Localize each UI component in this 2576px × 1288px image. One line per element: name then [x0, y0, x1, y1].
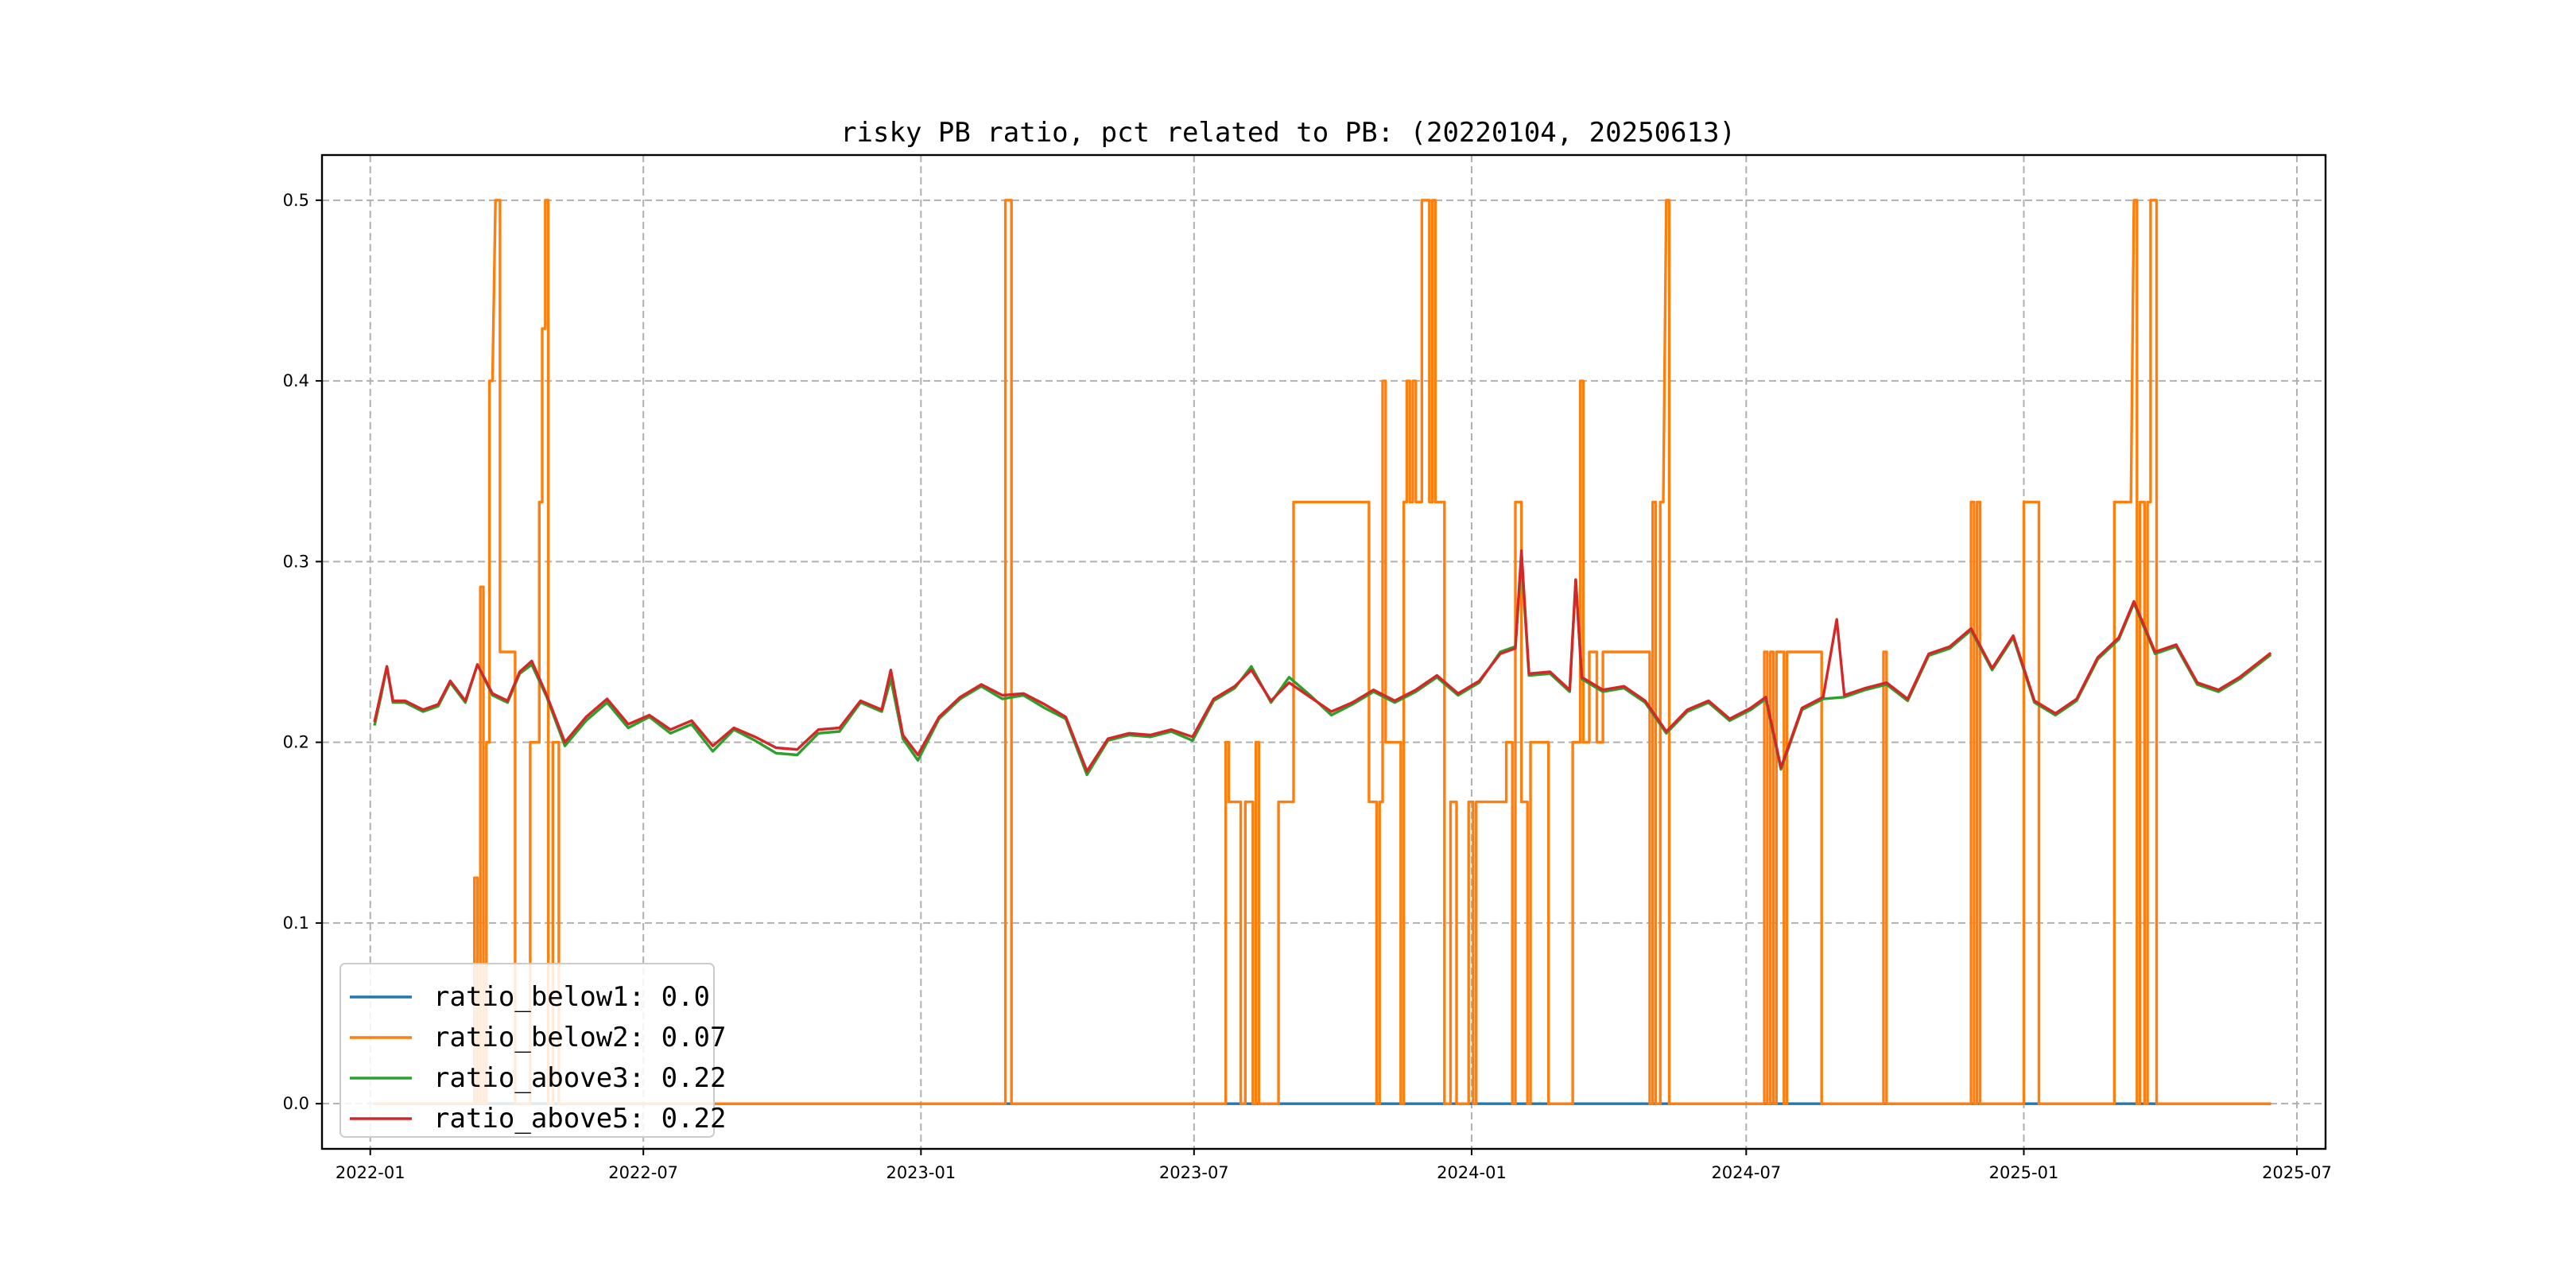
grid-lines	[322, 155, 2326, 1149]
series-line-ratio-above5	[373, 549, 2272, 773]
legend-label-ratio-below1: ratio_below1: 0.0	[433, 981, 710, 1013]
x-tick-label: 2023-01	[886, 1163, 956, 1182]
chart-title: risky PB ratio, pct related to PB: (2022…	[840, 117, 1736, 149]
legend: ratio_below1: 0.0 ratio_below2: 0.07 ratio…	[339, 963, 726, 1138]
legend-label-ratio-above5: ratio_above5: 0.22	[433, 1103, 726, 1135]
series-line-ratio-below2	[373, 199, 2271, 1105]
y-tick-label: 0.5	[283, 191, 309, 210]
x-tick-label: 2022-07	[608, 1163, 678, 1182]
y-tick-label: 0.2	[283, 733, 309, 752]
x-tick-label: 2022-01	[336, 1163, 405, 1182]
legend-box	[339, 963, 715, 1138]
x-tick-label: 2024-01	[1437, 1163, 1507, 1182]
plot-frame	[320, 153, 2327, 1150]
y-tick-label: 0.1	[283, 914, 309, 933]
y-tick-label: 0.4	[283, 371, 309, 390]
x-tick-label: 2023-07	[1159, 1163, 1229, 1182]
x-tick-label: 2025-07	[2262, 1163, 2332, 1182]
legend-label-ratio-above3: ratio_above3: 0.22	[433, 1062, 726, 1094]
x-tick-label: 2025-01	[1989, 1163, 2059, 1182]
axis-ticks: 2022-01 2022-07 2023-01 2023-07 2024-01 2024-…	[283, 191, 2332, 1182]
plot-series	[373, 199, 2272, 1105]
legend-label-ratio-below2: ratio_below2: 0.07	[433, 1022, 726, 1053]
y-tick-label: 0.0	[283, 1094, 309, 1113]
y-tick-label: 0.3	[283, 552, 309, 571]
x-tick-label: 2024-07	[1711, 1163, 1781, 1182]
